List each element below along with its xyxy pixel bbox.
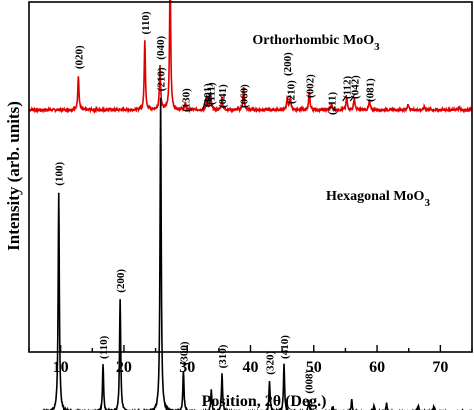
peak-label: (320): [264, 351, 276, 375]
x-tick-label: 50: [306, 359, 322, 376]
series-layer: [29, 0, 473, 410]
x-tick-label: 20: [116, 359, 132, 376]
x-axis-ticks: 10 20 30 40 50 60 70: [28, 345, 473, 376]
peak-label: (130): [180, 88, 192, 112]
peak-label: (111): [206, 82, 218, 105]
peak-label: (210): [156, 67, 168, 91]
y-axis-label: Intensity (arb. units): [4, 101, 23, 251]
peak-label: (200): [282, 52, 294, 76]
peak-label: (002): [304, 74, 316, 98]
peak-label: (310): [217, 344, 229, 368]
peak-label: (020): [73, 45, 85, 69]
peak-label: (042): [349, 75, 361, 99]
peak-label: (100): [54, 162, 66, 186]
plot-frame: [28, 1, 473, 353]
peak-arrow: [206, 91, 212, 108]
x-tick-label: 40: [243, 359, 259, 376]
series-line-hexagonal: [30, 97, 472, 410]
peak-label: (060): [239, 84, 251, 108]
peak-arrow: [349, 94, 355, 102]
peak-arrow: [342, 94, 348, 102]
peak-label: (210): [285, 80, 297, 104]
peak-label: (008): [304, 369, 316, 393]
peak-label: (211): [327, 91, 339, 115]
peak-label: (200): [115, 269, 127, 293]
series-line-orthorhombic: [29, 0, 473, 114]
x-axis-label: Position, 2θ (Deg.): [202, 393, 327, 410]
peak-label: (110): [140, 11, 152, 35]
series-label-hexagonal: Hexagonal MoO3: [326, 189, 430, 209]
peak-label: (110): [98, 335, 110, 359]
peak-label: (101): [202, 83, 214, 107]
peak-arrow: [202, 95, 208, 110]
peak-label: (410): [279, 335, 291, 359]
x-tick-label: 30: [179, 359, 195, 376]
series-label-orthorhombic: Orthorhombic MoO3: [252, 33, 380, 53]
x-tick-label: 10: [53, 359, 69, 376]
peak-label: (112): [342, 75, 354, 99]
peak-label: (081): [364, 78, 376, 102]
peak-label: (040): [155, 36, 167, 60]
peak-label: (041): [217, 84, 229, 108]
x-tick-label: 70: [432, 359, 448, 376]
x-tick-label: 60: [369, 359, 385, 376]
